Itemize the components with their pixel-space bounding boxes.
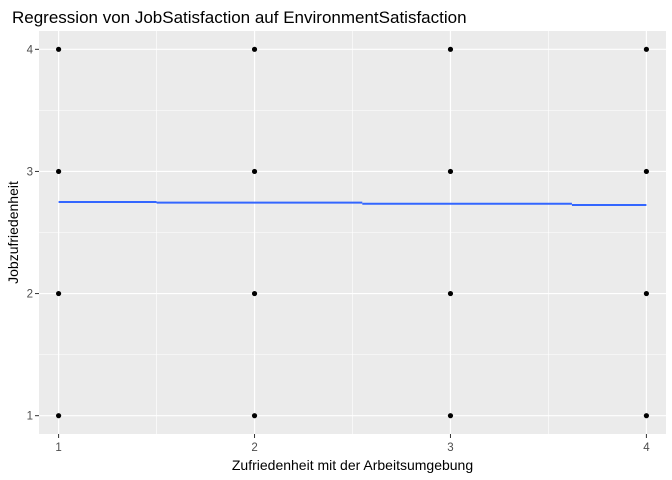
data-point	[643, 290, 650, 297]
data-point	[447, 413, 454, 419]
y-tick-label: 2	[27, 289, 33, 301]
y-axis-title: Jobzufriedenheit	[5, 181, 21, 284]
data-point	[447, 290, 454, 297]
data-point	[55, 290, 62, 297]
chart-title: Regression von JobSatisfaction auf Envir…	[12, 8, 467, 27]
data-point	[447, 46, 454, 52]
data-point	[251, 46, 258, 52]
data-point	[643, 168, 650, 175]
data-point	[251, 290, 258, 297]
data-point	[55, 168, 62, 175]
x-tick-label: 4	[643, 442, 650, 454]
grid-major	[39, 31, 666, 434]
regression-line	[58, 200, 647, 207]
x-axis-title: Zufriedenheit mit der Arbeitsumgebung	[232, 457, 473, 473]
data-point	[643, 413, 650, 419]
data-point	[251, 168, 258, 175]
x-axis-ticks: 1 2 3 4	[55, 434, 650, 454]
data-point	[55, 46, 62, 52]
data-point	[251, 413, 258, 419]
y-tick-label: 3	[27, 166, 33, 178]
data-point	[447, 168, 454, 175]
data-point	[55, 413, 62, 419]
x-tick-label: 2	[251, 442, 257, 454]
x-tick-label: 3	[447, 442, 453, 454]
y-tick-label: 4	[27, 44, 34, 56]
grid-minor	[39, 31, 666, 434]
y-tick-label: 1	[27, 411, 33, 423]
data-points	[55, 46, 650, 419]
data-point	[643, 46, 650, 52]
y-axis-ticks: 1 2 3 4	[27, 44, 39, 423]
x-tick-label: 1	[55, 442, 61, 454]
